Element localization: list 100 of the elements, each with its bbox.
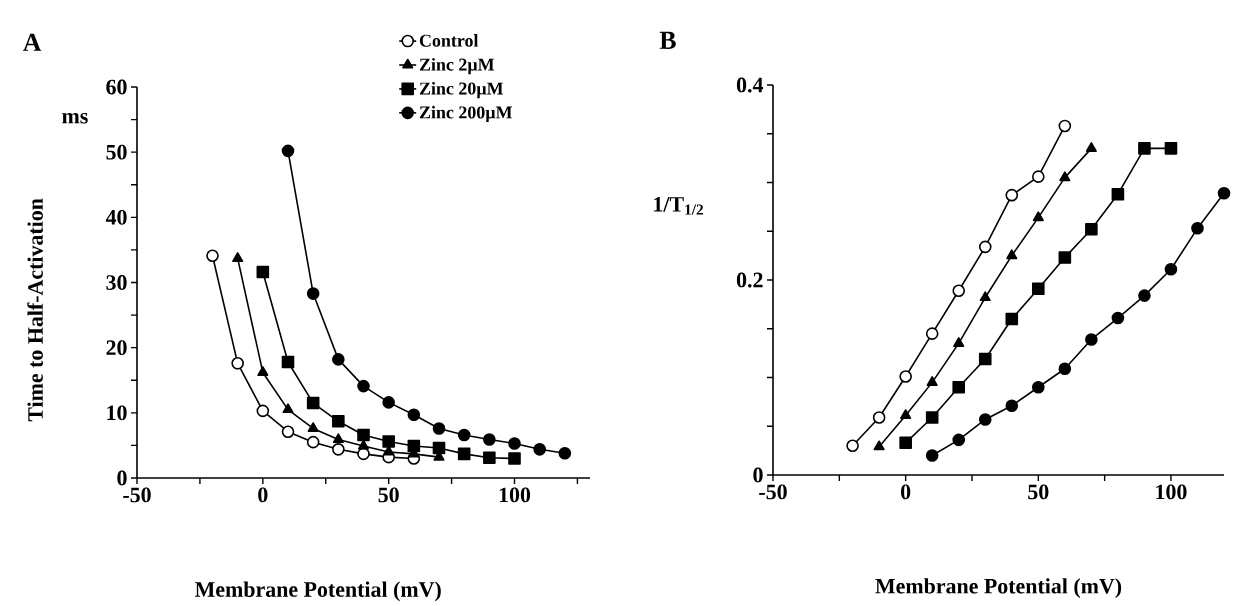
y-tick-label: 30	[106, 275, 127, 290]
point	[281, 144, 295, 158]
chart-title: A	[22, 33, 42, 51]
point	[1059, 171, 1071, 182]
point	[1085, 333, 1098, 346]
y-tick-label: 0	[117, 470, 127, 486]
point	[1111, 311, 1125, 325]
x-axis-title: Membrane Potential (mV)	[195, 581, 441, 602]
point	[978, 240, 992, 254]
point	[1138, 289, 1151, 302]
point	[1005, 399, 1019, 413]
point	[1058, 251, 1072, 264]
legend-label: Zinc 200µM	[419, 105, 512, 123]
point	[306, 435, 320, 449]
point	[1058, 362, 1072, 376]
y-tick-label: 60	[106, 79, 127, 95]
point	[232, 252, 244, 262]
point	[306, 396, 320, 410]
legend-label: Zinc 20µM	[419, 81, 504, 99]
point	[457, 447, 471, 461]
y-tick-label: 50	[106, 144, 127, 160]
point	[1191, 222, 1204, 235]
point	[533, 443, 546, 456]
point	[407, 439, 421, 453]
y-tick-label: 20	[106, 340, 127, 356]
point	[872, 411, 886, 424]
point	[332, 433, 344, 444]
point	[899, 436, 912, 450]
point	[1032, 211, 1044, 222]
point	[1005, 312, 1019, 326]
point	[508, 452, 521, 465]
point	[483, 433, 496, 446]
x-tick-label: -50	[123, 487, 151, 503]
point	[1111, 187, 1125, 201]
point	[407, 408, 421, 422]
point	[1138, 142, 1151, 155]
x-tick-label: 0	[258, 487, 268, 503]
y-tick-label: 40	[105, 209, 127, 225]
point	[1032, 380, 1045, 394]
x-tick-label: 100	[1156, 484, 1187, 500]
point	[1006, 249, 1018, 260]
point	[900, 409, 912, 420]
point	[925, 449, 939, 462]
point	[282, 403, 294, 414]
x-axis-title: Membrane Potential (mV)	[875, 578, 1122, 599]
point	[332, 415, 345, 428]
point	[332, 353, 345, 366]
point	[1032, 282, 1045, 296]
point	[925, 411, 939, 424]
legend-label: Control	[419, 34, 479, 47]
point	[432, 422, 446, 435]
point	[558, 446, 572, 460]
text: ms	[62, 113, 88, 124]
point	[952, 433, 966, 447]
point	[978, 352, 992, 366]
point	[953, 337, 965, 347]
point	[206, 249, 219, 263]
point	[281, 355, 295, 369]
y-axis-title: 1/T$_{1/2}$	[654, 197, 704, 215]
point	[382, 435, 395, 448]
point	[1032, 170, 1045, 183]
point	[483, 451, 496, 465]
point	[1058, 119, 1072, 133]
y-tick-label: 0.2	[736, 272, 763, 288]
legend-label: Zinc 2µM	[419, 58, 495, 75]
y-tick-label: 0	[753, 467, 763, 483]
point	[307, 422, 319, 433]
point	[357, 428, 370, 442]
point	[952, 284, 966, 298]
point	[281, 425, 295, 439]
point	[926, 376, 938, 386]
point	[256, 265, 270, 279]
point	[899, 370, 912, 383]
point	[257, 366, 269, 376]
y-tick-label: 0.4	[736, 77, 764, 93]
x-tick-label: 0	[901, 484, 911, 500]
point	[952, 380, 966, 394]
point	[256, 404, 270, 418]
x-tick-label: -50	[759, 484, 787, 500]
point	[1164, 142, 1178, 155]
y-tick-label: 10	[107, 405, 127, 421]
point	[1085, 223, 1098, 236]
x-tick-label: 50	[1028, 484, 1049, 500]
point	[357, 379, 370, 393]
point	[332, 443, 345, 456]
point	[432, 441, 446, 455]
point	[1085, 142, 1097, 152]
point	[1217, 186, 1231, 200]
x-tick-label: 100	[499, 487, 531, 503]
point	[231, 357, 244, 370]
point	[846, 439, 859, 453]
y-axis-title: Time to Half-Activation	[27, 198, 43, 422]
point	[979, 291, 991, 302]
x-tick-label: 50	[378, 487, 399, 503]
point	[306, 287, 320, 300]
point	[925, 327, 939, 340]
point	[873, 440, 885, 451]
point	[382, 396, 395, 409]
point	[1005, 188, 1019, 202]
point	[1164, 262, 1178, 276]
